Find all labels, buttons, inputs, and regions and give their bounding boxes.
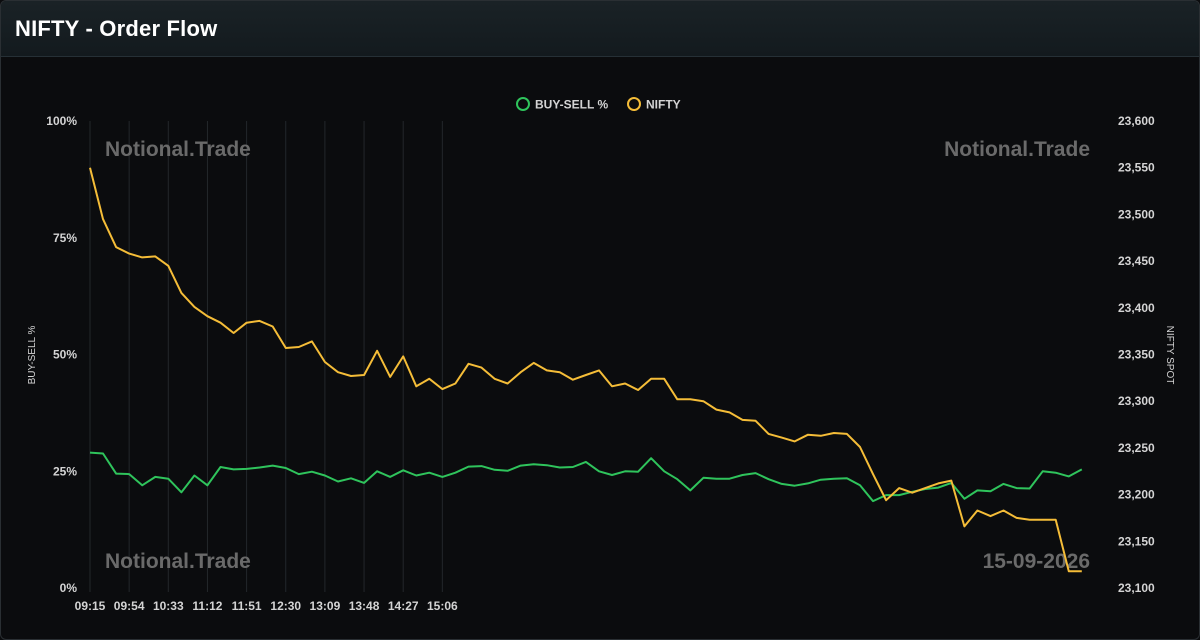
- y-right-tick-label: 23,500: [1118, 207, 1155, 221]
- x-tick-label: 09:15: [75, 599, 106, 613]
- y-right-tick-label: 23,150: [1118, 534, 1155, 548]
- x-tick-label: 12:30: [270, 599, 301, 613]
- y-right-tick-label: 23,250: [1118, 441, 1155, 455]
- x-tick-label: 11:12: [192, 599, 222, 613]
- legend-item-buy-sell-marker[interactable]: [516, 97, 530, 111]
- panel-title: NIFTY - Order Flow: [15, 15, 218, 41]
- x-tick-label: 13:09: [310, 599, 341, 613]
- y-left-tick-label: 0%: [60, 581, 78, 595]
- panel-header: NIFTY - Order Flow: [1, 1, 1199, 57]
- legend-item-buy-sell-label: BUY-SELL %: [535, 98, 608, 112]
- watermark-top-left: Notional.Trade: [105, 138, 251, 161]
- y-left-tick-label: 75%: [53, 231, 77, 245]
- legend-item-nifty-marker[interactable]: [627, 97, 641, 111]
- y-left-tick-label: 50%: [53, 348, 77, 362]
- y-right-tick-label: 23,350: [1118, 348, 1155, 362]
- x-tick-label: 11:51: [232, 599, 262, 613]
- x-tick-label: 10:33: [153, 599, 184, 613]
- y-right-tick-label: 23,200: [1118, 488, 1155, 502]
- x-tick-label: 09:54: [114, 599, 145, 613]
- watermark-bottom-left: Notional.Trade: [105, 550, 251, 573]
- series-line-buy-sell: [89, 451, 1083, 503]
- y-left-axis-title: BUY-SELL %: [27, 326, 38, 385]
- y-left-tick-label: 25%: [53, 464, 77, 478]
- x-tick-label: 13:48: [349, 599, 380, 613]
- x-tick-label: 14:27: [388, 599, 419, 613]
- y-right-tick-label: 23,600: [1118, 114, 1155, 128]
- watermark-top-right: Notional.Trade: [944, 138, 1090, 161]
- chart-area: 09:15 09:54 10:33 11:12 11:51 12:30 13:09 13:48…: [1, 58, 1199, 639]
- order-flow-chart[interactable]: 09:15 09:54 10:33 11:12 11:51 12:30 13:09 13:48…: [1, 58, 1199, 639]
- legend-item-nifty-label: NIFTY: [646, 98, 681, 112]
- x-tick-label: 15:06: [427, 599, 458, 613]
- y-right-tick-label: 23,300: [1118, 394, 1155, 408]
- y-right-axis-title: NIFTY SPOT: [1164, 326, 1175, 385]
- y-right-tick-label: 23,400: [1118, 301, 1155, 315]
- y-right-tick-label: 23,550: [1118, 161, 1155, 175]
- y-right-tick-label: 23,450: [1118, 254, 1155, 268]
- series-line-nifty: [89, 167, 1082, 573]
- y-right-tick-label: 23,100: [1118, 581, 1155, 595]
- watermark-bottom-right: 15-09-2026: [983, 550, 1090, 573]
- y-left-tick-label: 100%: [46, 114, 77, 128]
